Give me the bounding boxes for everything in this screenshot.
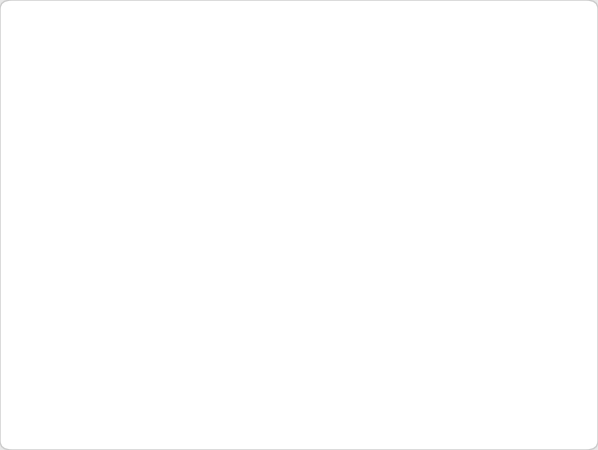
Title: Ages of Movie Audiences at Crystal Cinema: Ages of Movie Audiences at Crystal Cinem… [128,24,566,42]
PathPatch shape [307,127,413,169]
X-axis label: Age: Age [328,408,367,426]
PathPatch shape [307,278,440,320]
